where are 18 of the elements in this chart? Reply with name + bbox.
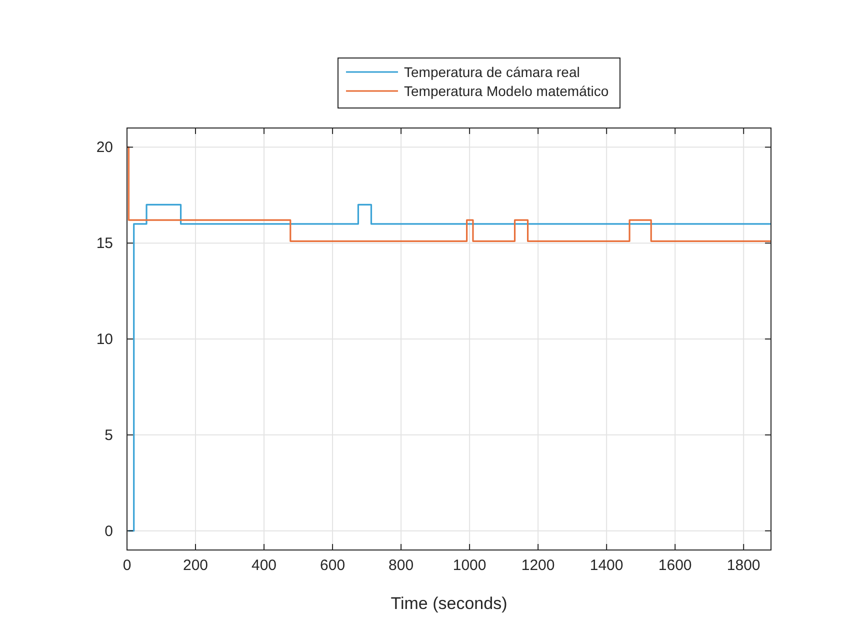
y-tick-label: 15 [96,235,113,252]
y-tick-label: 5 [104,426,113,444]
legend-label: Temperatura Modelo matemático [404,83,609,99]
x-tick-label: 1000 [452,557,486,574]
x-tick-label: 1800 [726,557,760,574]
x-tick-label: 0 [122,557,132,574]
x-tick-label: 400 [252,557,277,574]
x-tick-label: 600 [320,557,346,574]
y-tick-label: 0 [104,522,113,540]
x-axis-title: Time (seconds) [390,594,508,613]
x-tick-label: 800 [388,557,414,574]
y-tick-label: 20 [96,139,113,156]
x-tick-label: 1600 [658,557,692,574]
x-tick-label: 200 [182,557,208,574]
x-tick-label: 1200 [521,557,555,574]
legend-label: Temperatura de cámara real [404,64,580,80]
x-tick-label: 1400 [590,557,624,574]
y-tick-label: 10 [96,331,113,348]
